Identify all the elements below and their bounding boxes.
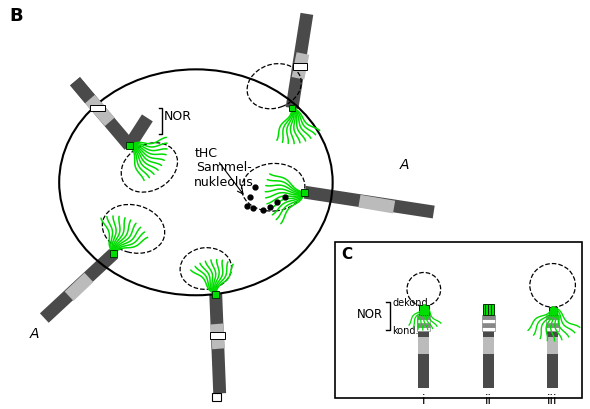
Polygon shape xyxy=(483,337,494,354)
Bar xyxy=(289,105,296,112)
Bar xyxy=(482,323,494,327)
Polygon shape xyxy=(304,187,435,219)
Bar xyxy=(546,319,559,323)
Polygon shape xyxy=(209,294,226,393)
Text: iii: iii xyxy=(548,393,558,407)
Polygon shape xyxy=(65,273,93,301)
Polygon shape xyxy=(418,337,430,354)
Polygon shape xyxy=(124,115,153,150)
Polygon shape xyxy=(418,331,430,389)
Polygon shape xyxy=(40,249,118,323)
Bar xyxy=(210,333,225,339)
Text: dekond.: dekond. xyxy=(392,297,431,308)
Text: NOR: NOR xyxy=(357,307,383,320)
Polygon shape xyxy=(547,331,558,389)
Bar xyxy=(482,315,494,319)
Bar xyxy=(546,315,559,319)
Polygon shape xyxy=(85,96,114,127)
Bar xyxy=(110,251,117,258)
Bar xyxy=(417,319,430,323)
Bar xyxy=(90,105,105,112)
Bar xyxy=(546,327,559,331)
Polygon shape xyxy=(210,324,225,349)
Bar xyxy=(417,315,430,319)
Text: i: i xyxy=(422,393,425,407)
Polygon shape xyxy=(483,331,494,389)
Bar xyxy=(212,291,219,298)
Polygon shape xyxy=(547,337,558,354)
Bar xyxy=(419,306,429,315)
Bar xyxy=(301,189,309,196)
Text: NOR: NOR xyxy=(164,110,192,123)
Text: tHC: tHC xyxy=(194,147,217,160)
Bar xyxy=(126,143,133,150)
Polygon shape xyxy=(286,14,313,110)
Text: C: C xyxy=(342,246,353,261)
Polygon shape xyxy=(358,196,395,214)
Bar xyxy=(483,304,494,315)
Text: A: A xyxy=(30,326,39,340)
Bar xyxy=(335,242,582,398)
Bar xyxy=(293,64,307,71)
Polygon shape xyxy=(70,78,135,151)
Polygon shape xyxy=(70,78,95,104)
Text: A: A xyxy=(399,158,409,172)
Bar xyxy=(417,327,430,331)
Bar xyxy=(212,393,221,401)
Text: Sammel-
nukleolus: Sammel- nukleolus xyxy=(194,161,254,189)
Text: ii: ii xyxy=(485,393,491,407)
Bar xyxy=(546,323,559,327)
Text: kond.: kond. xyxy=(392,325,418,335)
Bar xyxy=(549,308,556,315)
Bar xyxy=(482,327,494,331)
Text: B: B xyxy=(9,7,23,25)
Bar xyxy=(482,319,494,323)
Polygon shape xyxy=(291,53,309,80)
Bar xyxy=(417,323,430,327)
